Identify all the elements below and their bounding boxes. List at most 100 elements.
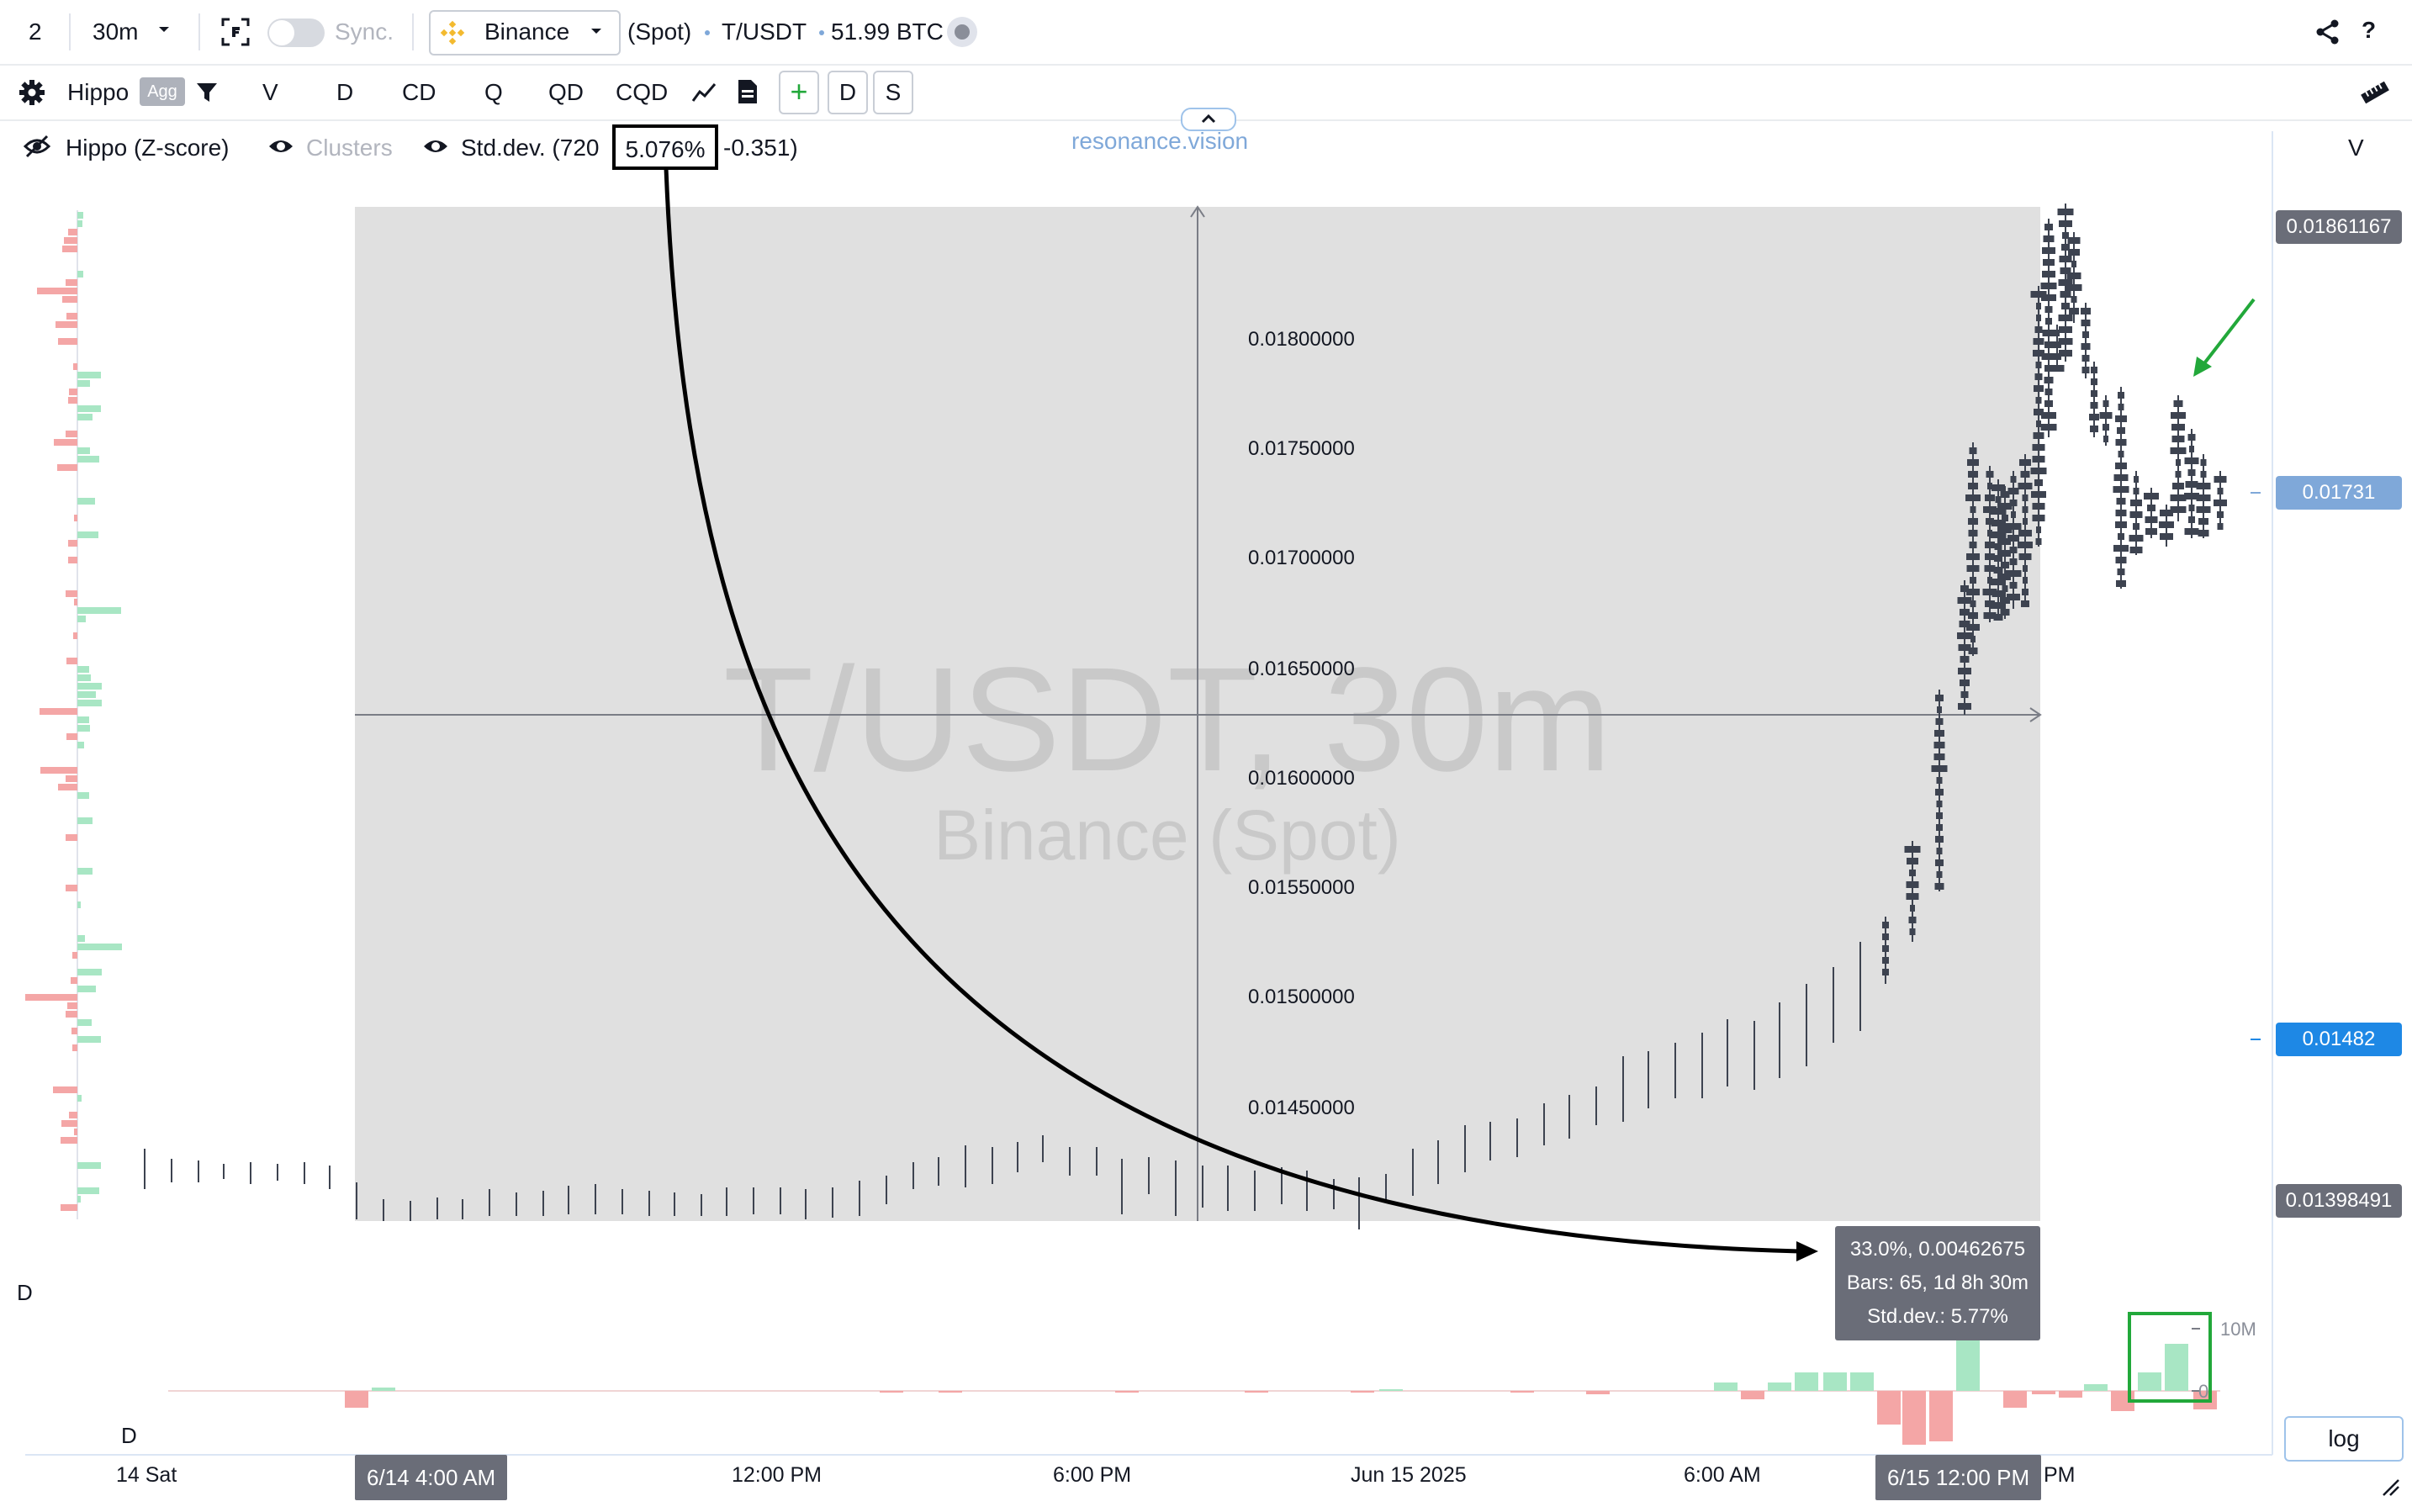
resize-handle-icon[interactable] [2380,1477,2400,1501]
gear-icon[interactable] [19,79,45,110]
cluster-cell [2032,515,2045,521]
add-indicator-button[interactable]: + [779,71,819,114]
toolbar-button-q[interactable]: Q [484,79,503,105]
cluster-cell [2035,538,2042,545]
exchange-select[interactable]: Binance [429,10,621,56]
cluster-cell [1936,871,1943,878]
interval-select[interactable]: 30m [93,19,139,45]
profile-bar-buy [77,380,90,387]
collapse-panel-button[interactable] [1181,108,1236,131]
eye-off-icon[interactable] [23,135,51,162]
profile-bar-sell [71,1028,77,1034]
agg-badge[interactable]: Agg [140,77,185,106]
cluster-cell [2115,510,2127,516]
symbol-watermark: T/USDT, 30m [723,637,1611,802]
cluster-cell [1985,542,1995,548]
eye-icon[interactable] [267,136,294,161]
price-tick-label: 0.01500000 [1248,986,1355,1008]
profile-bar-sell [68,397,77,404]
cluster-cell [1882,957,1889,964]
toolbar-button-v[interactable]: V [262,79,278,105]
top-bar: 2 30m Sync. Binance [0,0,2412,66]
d-button[interactable]: D [828,71,868,114]
cluster-cell [2021,600,2029,607]
cluster-cell [2034,385,2044,392]
cluster-cell [2089,414,2099,420]
s-button[interactable]: S [873,71,913,114]
document-icon[interactable] [737,78,759,109]
measurement-tooltip: 33.0%, 0.00462675 Bars: 65, 1d 8h 30m St… [1835,1226,2040,1340]
profile-bar-buy [77,700,102,706]
cluster-cell [2044,400,2053,407]
divider [198,13,200,50]
cluster-cell [2115,557,2127,563]
delta-bar-buy [1795,1372,1818,1391]
profile-bar-sell [67,1002,77,1009]
share-icon[interactable] [2314,19,2341,50]
cluster-cell [1994,543,2002,550]
cluster-cell [2184,457,2199,464]
cluster-cell [1985,553,1995,560]
cluster-cell [2043,235,2055,242]
cluster-cell [2118,404,2124,410]
toolbar-button-d[interactable]: D [336,79,354,105]
chevron-down-icon[interactable] [156,22,172,41]
cluster-cell [2217,488,2224,494]
price-tag-high: 0.01861167 [2276,210,2402,244]
layout-count[interactable]: 2 [29,19,42,45]
profile-bar-buy [77,935,85,942]
cluster-cell [1970,577,1976,584]
profile-bar-buy [77,456,99,463]
line-chart-icon[interactable] [691,81,717,108]
cluster-cell [2000,597,2010,604]
delta-bar-sell [1877,1391,1901,1425]
ruler-icon[interactable] [2360,81,2390,108]
toolbar-button-cd[interactable]: CD [402,79,436,105]
cluster-cell [2081,367,2090,373]
cluster-cell [1997,526,2013,533]
cluster-cell [2187,469,2196,476]
log-scale-button[interactable]: log [2284,1416,2404,1462]
profile-bar-sell [66,431,77,437]
cluster-cell [2118,533,2124,540]
cluster-cell [1966,553,1980,560]
cluster-cell [1936,777,1943,784]
profile-bar-sell [62,296,77,303]
profile-bar-buy [77,498,95,505]
eye-icon[interactable] [422,136,449,161]
profile-bar-sell [66,885,77,891]
sync-toggle[interactable] [267,19,325,47]
help-button[interactable]: ? [2362,17,2377,43]
price-tick-label: 0.01600000 [1248,767,1355,790]
cluster-cell [1970,600,1976,607]
indicator-name[interactable]: Hippo [67,79,130,105]
price-tick-label: 0.01800000 [1248,328,1355,351]
toolbar-button-qd[interactable]: QD [548,79,584,105]
cluster-cell [2066,284,2082,291]
price-tick-label: 0.01650000 [1248,658,1355,680]
filter-icon[interactable] [195,81,219,108]
clusters-toggle[interactable]: Clusters [306,135,393,161]
screenshot-icon[interactable] [220,17,251,51]
toolbar-button-cqd[interactable]: CQD [616,79,669,105]
delta-bar-sell [1510,1391,1534,1393]
green-arrow-head [2193,357,2212,377]
cluster-cell [1960,691,1969,698]
cluster-cell [2099,412,2113,419]
price-axis-mode[interactable]: V [2348,135,2364,161]
cluster-cell [1906,881,1919,888]
cluster-cell [2057,209,2074,215]
cluster-cell [2188,516,2195,523]
symbol-name[interactable]: T/USDT [722,19,807,45]
cluster-cell [2034,326,2043,333]
cluster-cell [2009,558,2018,565]
time-tick-label: 6:00 PM [1053,1463,1132,1487]
profile-bar-sell [62,246,77,252]
cluster-cell [1991,520,2006,526]
cluster-cell [1994,555,2002,562]
cluster-cell [2018,530,2032,537]
cluster-cell [2090,402,2098,409]
cluster-cell [1960,609,1970,616]
cluster-cell [2129,547,2143,553]
